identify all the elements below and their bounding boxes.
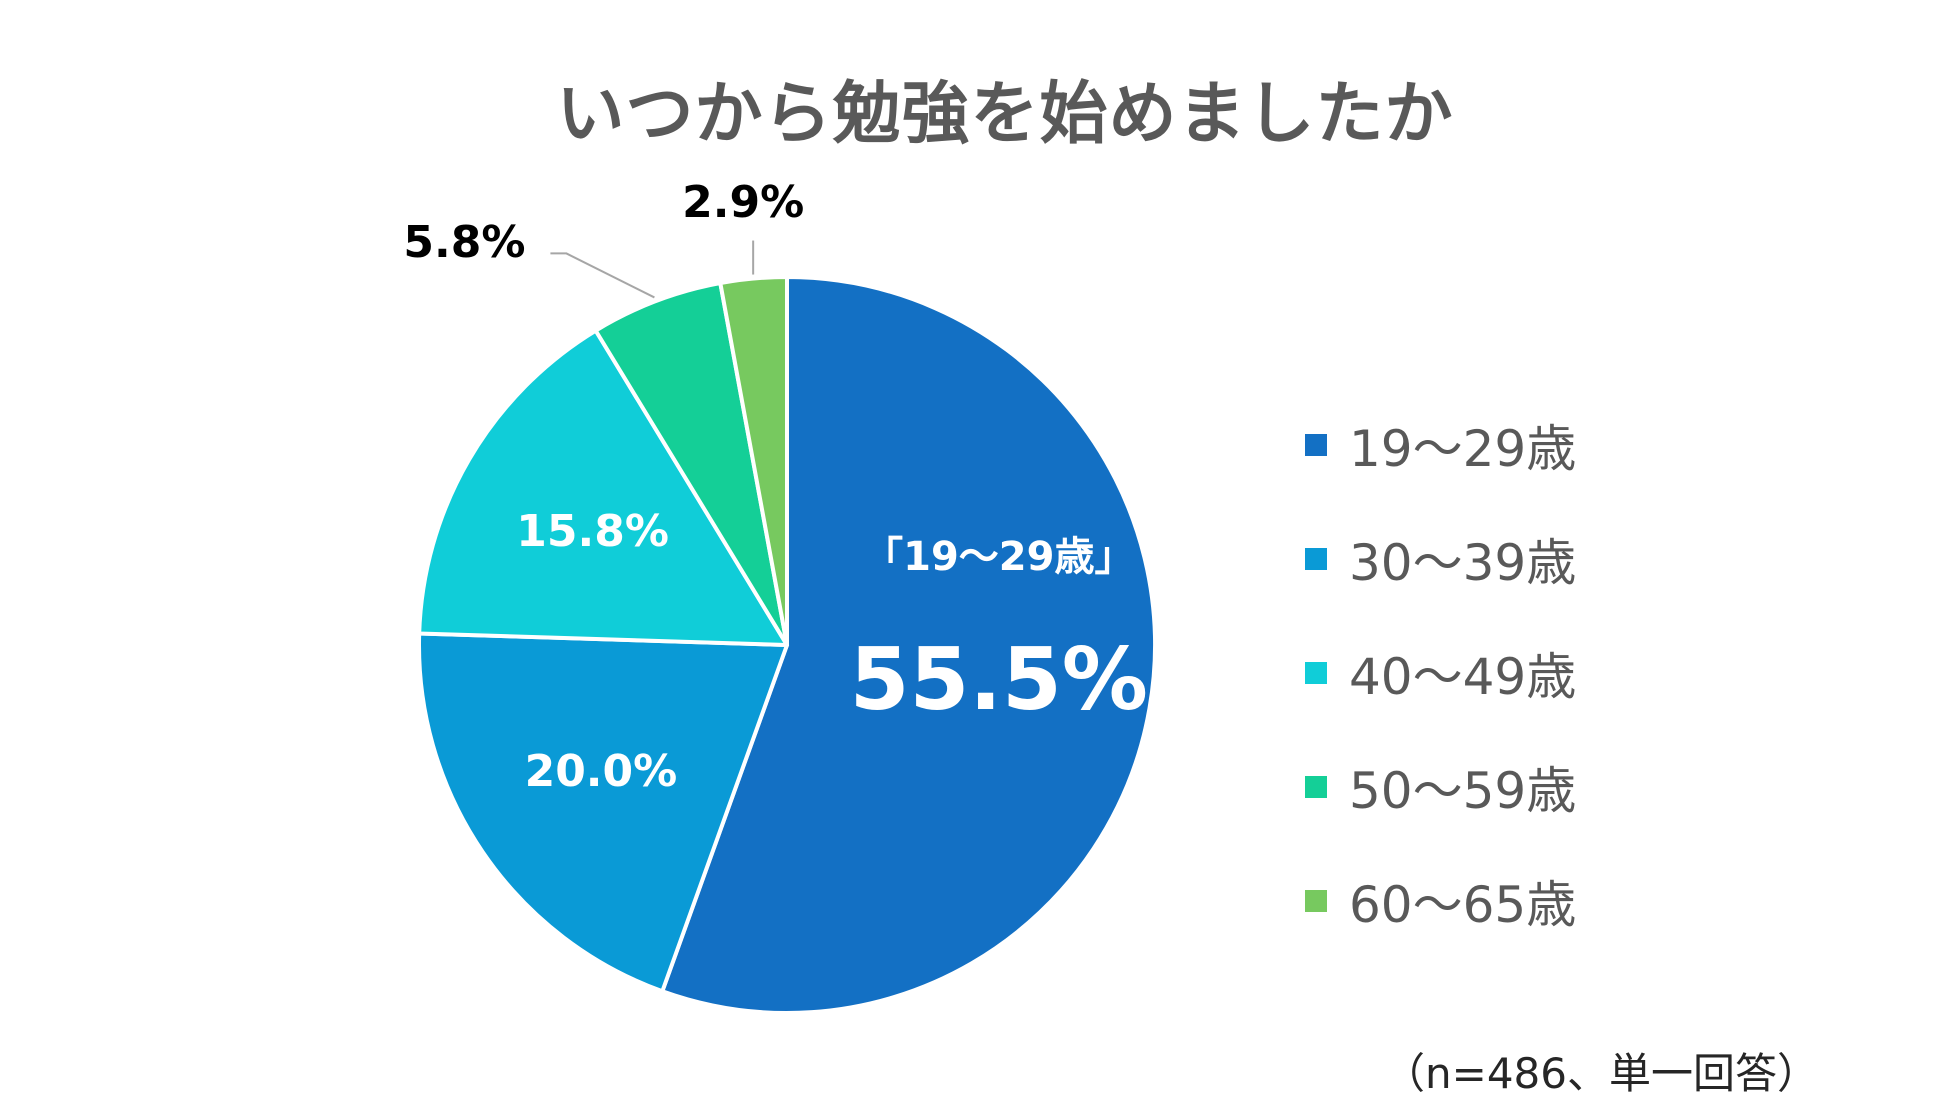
pie-slice <box>593 281 789 647</box>
legend-label: 60～65歳 <box>1349 876 1577 934</box>
slice-value-label: 2.9% <box>682 177 804 228</box>
legend-swatch <box>1305 434 1327 456</box>
slice-value-label: 55.5% <box>850 630 1148 730</box>
pie-slice <box>417 631 789 994</box>
legend-item: 30～39歳 <box>1305 502 1576 616</box>
pie-slice <box>417 328 789 647</box>
legend-swatch <box>1305 662 1327 684</box>
sample-note: （n=486、単一回答） <box>1383 1049 1819 1098</box>
legend: 19～29歳 30～39歳 40～49歳 50～59歳 60～65歳 <box>1305 388 1576 958</box>
legend-swatch <box>1305 548 1327 570</box>
legend-label: 30～39歳 <box>1349 534 1577 592</box>
legend-item: 40～49歳 <box>1305 616 1576 730</box>
legend-swatch <box>1305 890 1327 912</box>
legend-swatch <box>1305 776 1327 798</box>
slice-callout-label: 「19～29歳」 <box>863 534 1134 580</box>
leader-line <box>550 252 655 299</box>
legend-label: 40～49歳 <box>1349 648 1577 706</box>
legend-item: 60～65歳 <box>1305 844 1576 958</box>
legend-item: 19～29歳 <box>1305 388 1576 502</box>
slice-value-label: 15.8% <box>516 506 669 557</box>
legend-label: 50～59歳 <box>1349 762 1577 820</box>
legend-label: 19～29歳 <box>1349 420 1577 478</box>
chart-title: いつから勉強を始めましたか <box>556 75 1454 154</box>
pie-slice <box>660 275 1157 1015</box>
legend-item: 50～59歳 <box>1305 730 1576 844</box>
slice-value-label: 5.8% <box>403 217 525 268</box>
slice-value-label: 20.0% <box>525 746 678 797</box>
pie-slice <box>718 275 789 647</box>
